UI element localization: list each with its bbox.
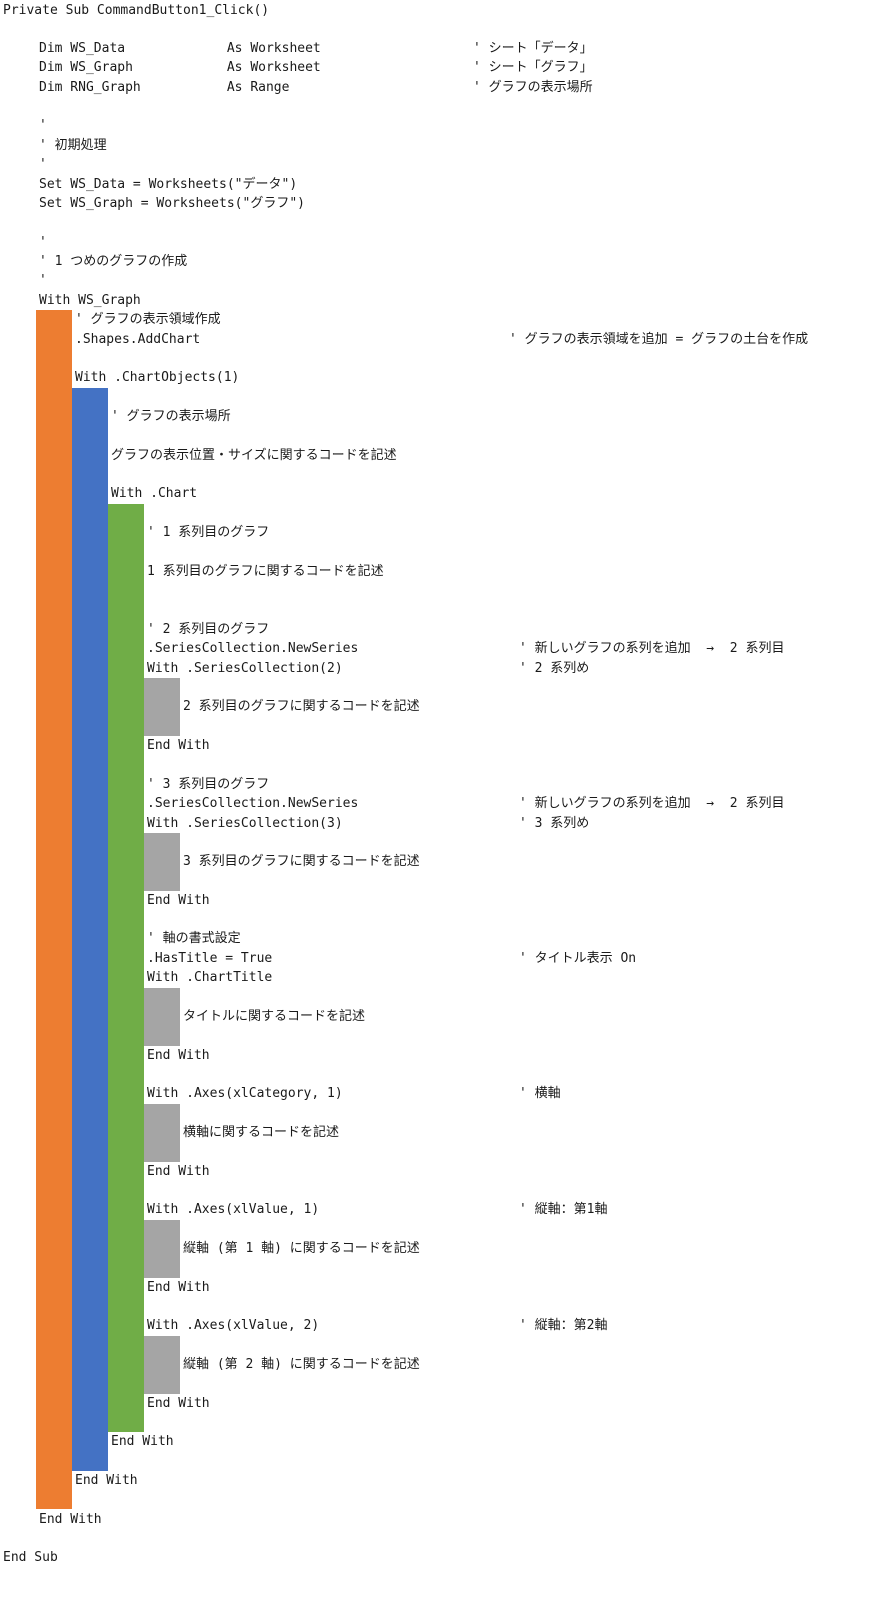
with-block-bar-axis-value1 xyxy=(144,1220,180,1278)
code-line: ' xyxy=(39,118,47,133)
code-line: With .Axes(xlValue, 1) xyxy=(147,1202,320,1217)
code-line: ' 3 系列目のグラフ xyxy=(147,777,270,792)
code-comment: ' 3 系列め xyxy=(519,816,590,831)
code-line: ' 軸の書式設定 xyxy=(147,931,241,946)
code-line: タイトルに関するコードを記述 xyxy=(183,1009,366,1024)
code-line: With .Chart xyxy=(111,486,198,501)
code-line: With .ChartTitle xyxy=(147,970,273,985)
code-line: With .SeriesCollection(2) xyxy=(147,661,343,676)
code-line: 縦軸 (第 2 軸) に関するコードを記述 xyxy=(183,1357,420,1372)
code-line: End With xyxy=(39,1512,102,1527)
with-block-bar-chart xyxy=(108,504,144,1432)
code-comment: ' 新しいグラフの系列を追加 → 2 系列目 xyxy=(519,641,785,656)
code-line: .HasTitle = True xyxy=(147,951,273,966)
code-line: 1 系列目のグラフに関するコードを記述 xyxy=(147,564,384,579)
code-line: With WS_Graph xyxy=(39,293,141,308)
with-block-bar-chartobjects xyxy=(72,388,108,1471)
code-line: .Shapes.AddChart xyxy=(75,332,201,347)
code-line: ' xyxy=(39,273,47,288)
code-line: グラフの表示位置・サイズに関するコードを記述 xyxy=(111,448,397,463)
with-block-bar-ws-graph xyxy=(36,310,72,1509)
code-line: ' 1 つめのグラフの作成 xyxy=(39,254,188,269)
code-line: End With xyxy=(147,1164,210,1179)
code-line: End With xyxy=(147,738,210,753)
code-comment: ' シート「グラフ」 xyxy=(473,60,593,75)
code-line: 横軸に関するコードを記述 xyxy=(183,1125,340,1140)
code-line: End With xyxy=(147,893,210,908)
code-comment: ' 縦軸：第2軸 xyxy=(519,1318,608,1333)
code-comment: ' 新しいグラフの系列を追加 → 2 系列目 xyxy=(519,796,785,811)
with-block-bar-series3 xyxy=(144,833,180,891)
code-line: Dim RNG_Graph As Range xyxy=(39,80,290,95)
code-comment: ' 2 系列め xyxy=(519,661,590,676)
with-block-bar-axis-category xyxy=(144,1104,180,1162)
code-line: End With xyxy=(147,1396,210,1411)
code-line: ' 1 系列目のグラフ xyxy=(147,525,270,540)
code-line: ' 初期処理 xyxy=(39,138,107,153)
code-line: 3 系列目のグラフに関するコードを記述 xyxy=(183,854,420,869)
code-line: Dim WS_Data As Worksheet xyxy=(39,41,321,56)
code-line: Private Sub CommandButton1_Click() xyxy=(3,3,270,18)
code-line: ' 2 系列目のグラフ xyxy=(147,622,270,637)
code-line: With .Axes(xlValue, 2) xyxy=(147,1318,320,1333)
code-line: End With xyxy=(75,1473,138,1488)
code-line: .SeriesCollection.NewSeries xyxy=(147,796,359,811)
with-block-bar-charttitle xyxy=(144,988,180,1046)
code-line: With .Axes(xlCategory, 1) xyxy=(147,1086,343,1101)
code-comment: ' シート「データ」 xyxy=(473,41,593,56)
code-line: End With xyxy=(147,1280,210,1295)
code-comment: ' グラフの表示場所 xyxy=(473,80,593,95)
code-line: Set WS_Data = Worksheets("データ") xyxy=(39,177,298,192)
code-line: 2 系列目のグラフに関するコードを記述 xyxy=(183,699,420,714)
code-line: With .ChartObjects(1) xyxy=(75,370,240,385)
code-line: ' xyxy=(39,157,47,172)
code-line: End Sub xyxy=(3,1550,58,1565)
code-line: .SeriesCollection.NewSeries xyxy=(147,641,359,656)
code-comment: ' 横軸 xyxy=(519,1086,561,1101)
code-line: With .SeriesCollection(3) xyxy=(147,816,343,831)
code-line: 縦軸 (第 1 軸) に関するコードを記述 xyxy=(183,1241,420,1256)
with-block-bar-axis-value2 xyxy=(144,1336,180,1394)
code-line: ' xyxy=(39,235,47,250)
code-comment: ' グラフの表示領域を追加 = グラフの土台を作成 xyxy=(509,332,809,347)
code-line: ' グラフの表示場所 xyxy=(111,409,231,424)
code-line: Set WS_Graph = Worksheets("グラフ") xyxy=(39,196,305,211)
code-line: End With xyxy=(147,1048,210,1063)
code-line: ' グラフの表示領域作成 xyxy=(75,312,221,327)
code-line: Dim WS_Graph As Worksheet xyxy=(39,60,321,75)
code-comment: ' 縦軸：第1軸 xyxy=(519,1202,608,1217)
with-block-bar-series2 xyxy=(144,678,180,736)
code-comment: ' タイトル表示 On xyxy=(519,951,637,966)
code-line: End With xyxy=(111,1434,174,1449)
